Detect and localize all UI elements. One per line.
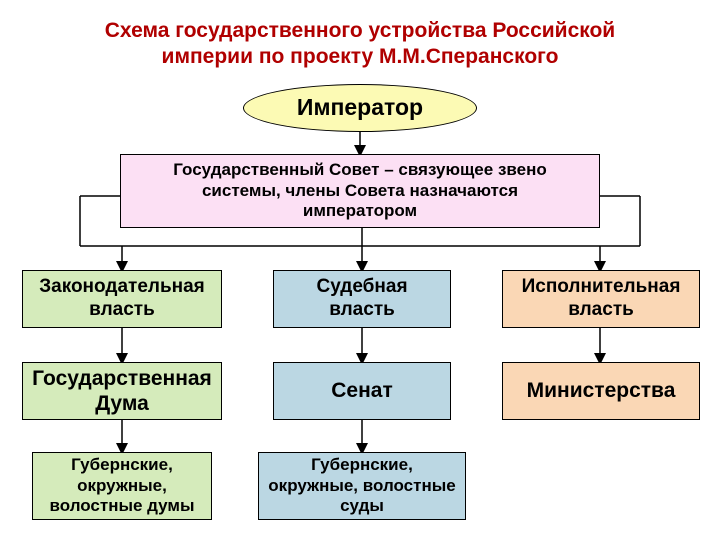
- node-ministries: Министерства: [502, 362, 700, 420]
- local-courts-l1: Губернские,: [268, 455, 455, 475]
- node-judicial: Судебная власть: [273, 270, 451, 328]
- council-line3: императором: [173, 201, 546, 221]
- local-courts-l3: суды: [268, 496, 455, 516]
- judicial-l2: власть: [316, 299, 407, 322]
- local-dumas-l1: Губернские,: [50, 455, 195, 475]
- judicial-l1: Судебная: [316, 276, 407, 299]
- title-line2: империи по проекту М.М.Сперанского: [40, 44, 680, 70]
- node-local-dumas: Губернские, окружные, волостные думы: [32, 452, 212, 520]
- node-emperor-label: Император: [297, 94, 423, 122]
- duma-l2: Дума: [32, 391, 212, 416]
- local-dumas-l2: окружные,: [50, 476, 195, 496]
- council-line1: Государственный Совет – связующее звено: [173, 160, 546, 180]
- legislative-l1: Законодательная: [39, 276, 205, 299]
- diagram-title: Схема государственного устройства Россий…: [0, 0, 720, 81]
- node-local-courts: Губернские, окружные, волостные суды: [258, 452, 466, 520]
- executive-l2: власть: [522, 299, 681, 322]
- node-emperor: Император: [243, 84, 477, 132]
- duma-l1: Государственная: [32, 366, 212, 391]
- node-executive: Исполнительная власть: [502, 270, 700, 328]
- executive-l1: Исполнительная: [522, 276, 681, 299]
- node-state-council: Государственный Совет – связующее звено …: [120, 154, 600, 228]
- local-courts-l2: окружные, волостные: [268, 476, 455, 496]
- node-senate: Сенат: [273, 362, 451, 420]
- node-state-duma: Государственная Дума: [22, 362, 222, 420]
- senate-label: Сенат: [331, 378, 393, 403]
- local-dumas-l3: волостные думы: [50, 496, 195, 516]
- node-legislative: Законодательная власть: [22, 270, 222, 328]
- council-line2: системы, члены Совета назначаются: [173, 181, 546, 201]
- title-line1: Схема государственного устройства Россий…: [40, 18, 680, 44]
- legislative-l2: власть: [39, 299, 205, 322]
- ministries-label: Министерства: [527, 378, 676, 403]
